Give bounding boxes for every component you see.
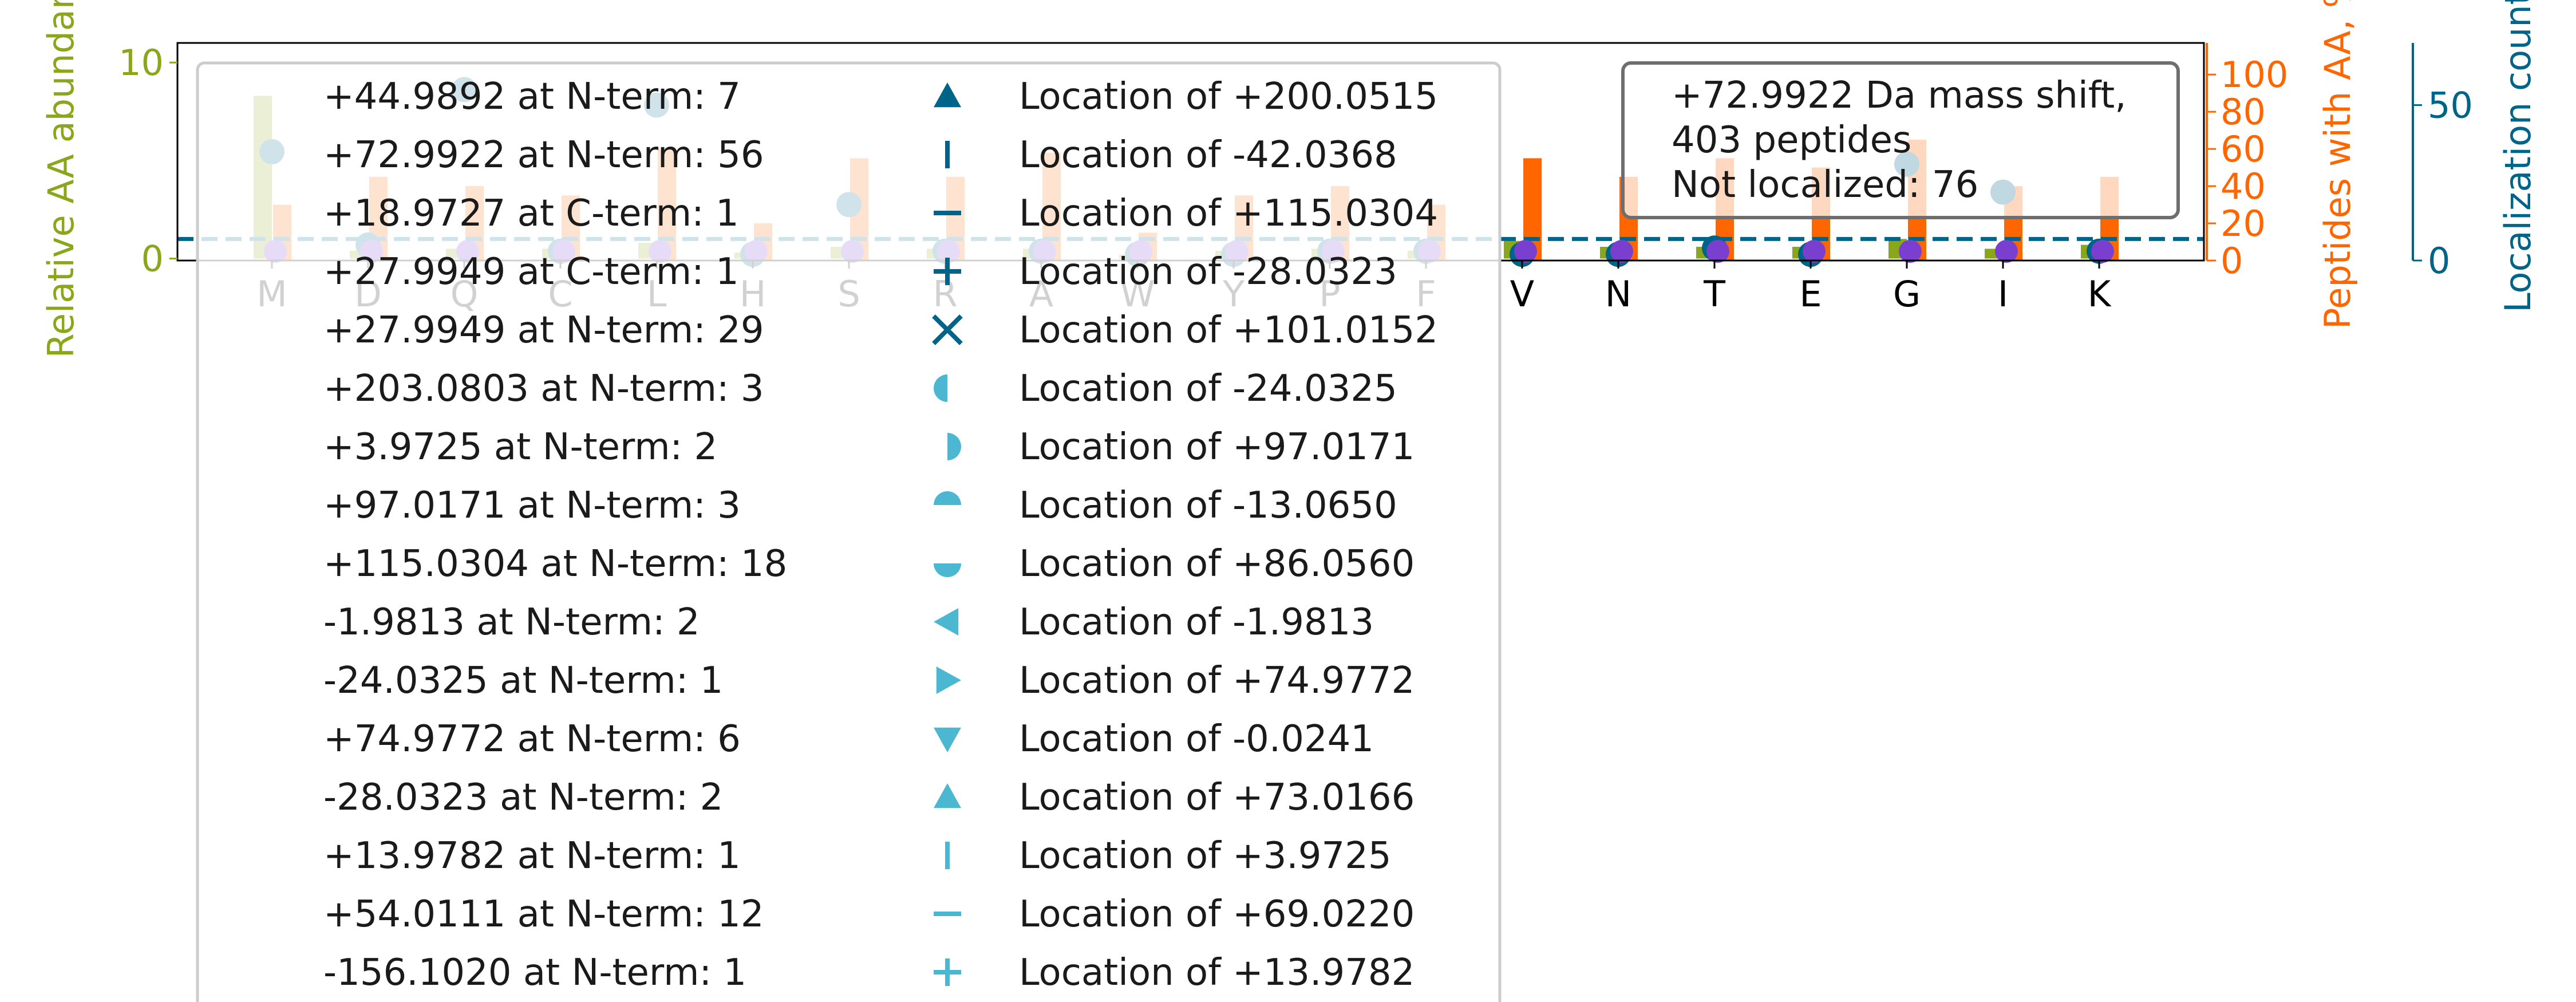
annotation-line: +72.9922 Da mass shift,	[1672, 74, 2127, 117]
legend-entry-label: Location of +69.0220	[1019, 893, 1415, 936]
point-violet-E	[1803, 240, 1826, 263]
right-outer-axis-label: Localization count	[2497, 0, 2539, 313]
annotation-line: Not localized: 76	[1672, 164, 1978, 206]
right-inner-tick-label: 100	[2221, 54, 2288, 96]
legend-entry-label: Location of -28.0323	[1019, 251, 1397, 293]
legend-entry-label: +203.0803 at N-term: 3	[323, 368, 764, 410]
x-tick-label: E	[1799, 273, 1822, 315]
annotation-line: 403 peptides	[1672, 119, 1911, 161]
legend-marker-half-bottom	[934, 563, 961, 577]
legend-marker-triangle-down	[934, 727, 961, 752]
legend-entry-label: +3.9725 at N-term: 2	[323, 426, 717, 468]
legend-entry-label: Location of -13.0650	[1019, 484, 1397, 527]
legend-marker-x	[932, 314, 963, 345]
legend-entry-label: Location of -24.0325	[1019, 368, 1397, 410]
legend-entry-label: +115.0304 at N-term: 18	[323, 543, 787, 585]
legend-marker-half-left	[934, 374, 947, 402]
right-outer-tick-label: 50	[2428, 85, 2473, 127]
legend-entry-label: +44.9892 at N-term: 7	[323, 76, 741, 118]
legend-entry-label: Location of +101.0152	[1019, 309, 1438, 352]
legend-entry-label: Location of -42.0368	[1019, 134, 1397, 176]
legend-box	[196, 61, 1502, 1002]
x-tick-label: N	[1605, 273, 1631, 315]
right-inner-tick-label: 60	[2221, 128, 2266, 170]
point-violet-T	[1706, 240, 1729, 263]
legend-entry-label: +13.9782 at N-term: 1	[323, 835, 741, 877]
legend: +44.9892 at N-term: 7 +72.9922 at N-term:…	[196, 61, 1502, 1002]
legend-entry-label: +54.0111 at N-term: 12	[323, 893, 764, 936]
legend-entry-label: Location of +73.0166	[1019, 776, 1415, 819]
right-inner-tick-label: 80	[2221, 91, 2266, 133]
x-tick-label: K	[2088, 273, 2112, 315]
legend-entry-label: -28.0323 at N-term: 2	[323, 776, 723, 819]
point-violet-V	[1514, 240, 1537, 263]
legend-entry-label: -24.0325 at N-term: 1	[323, 660, 723, 702]
legend-marker-triangle-up	[934, 783, 961, 808]
legend-entry-label: -156.1020 at N-term: 1	[323, 952, 746, 994]
point-violet-I	[1995, 240, 2018, 263]
legend-entry-label: +18.9727 at C-term: 1	[323, 192, 739, 235]
left-axis-label: Relative AA abundance	[40, 0, 82, 358]
legend-marker-half-top	[934, 491, 961, 505]
right-inner-axis-label: Peptides with AA, %	[2317, 0, 2358, 329]
left-tick-label: 0	[141, 238, 164, 280]
legend-entry-label: Location of +86.0560	[1019, 543, 1415, 585]
legend-entry-label: Location of +97.0171	[1019, 426, 1415, 468]
legend-entry-label: +27.9949 at C-term: 1	[323, 251, 739, 293]
legend-marker-triangle-left	[934, 608, 959, 636]
legend-entry-label: Location of +115.0304	[1019, 192, 1438, 235]
legend-marker-plus	[934, 958, 961, 986]
point-violet-G	[1899, 240, 1922, 263]
legend-entry-label: +97.0171 at N-term: 3	[323, 484, 741, 527]
left-tick-label: 10	[118, 42, 164, 84]
right-outer-tick-label: 0	[2428, 240, 2450, 282]
legend-entry-label: Location of -0.0241	[1019, 718, 1374, 760]
x-tick-label: I	[1998, 273, 2008, 315]
annotation-frame	[1621, 61, 2180, 219]
right-inner-tick-label: 20	[2221, 203, 2266, 244]
legend-entry-label: Location of +200.0515	[1019, 76, 1438, 118]
right-inner-tick-label: 0	[2221, 240, 2243, 282]
legend-marker-triangle-up	[934, 82, 961, 108]
x-tick-label: V	[1510, 273, 1534, 315]
legend-entry-label: +74.9772 at N-term: 6	[323, 718, 741, 760]
legend-entry-label: Location of -1.9813	[1019, 601, 1374, 644]
point-violet-N	[1610, 240, 1633, 263]
point-violet-K	[2091, 240, 2114, 263]
legend-entry-label: Location of +3.9725	[1019, 835, 1392, 877]
legend-entry-label: Location of +74.9772	[1019, 660, 1415, 702]
x-tick-label: G	[1893, 273, 1921, 315]
legend-entry-label: +27.9949 at N-term: 29	[323, 309, 764, 352]
legend-marker-plus	[934, 258, 961, 285]
x-tick-label: T	[1703, 273, 1726, 315]
legend-marker-half-right	[947, 433, 961, 460]
legend-entry-label: -1.9813 at N-term: 2	[323, 601, 700, 644]
legend-marker-triangle-right	[936, 666, 961, 694]
legend-entry-label: +72.9922 at N-term: 56	[323, 134, 764, 176]
legend-entry-label: Location of +13.9782	[1019, 952, 1415, 994]
right-inner-tick-label: 40	[2221, 165, 2266, 207]
